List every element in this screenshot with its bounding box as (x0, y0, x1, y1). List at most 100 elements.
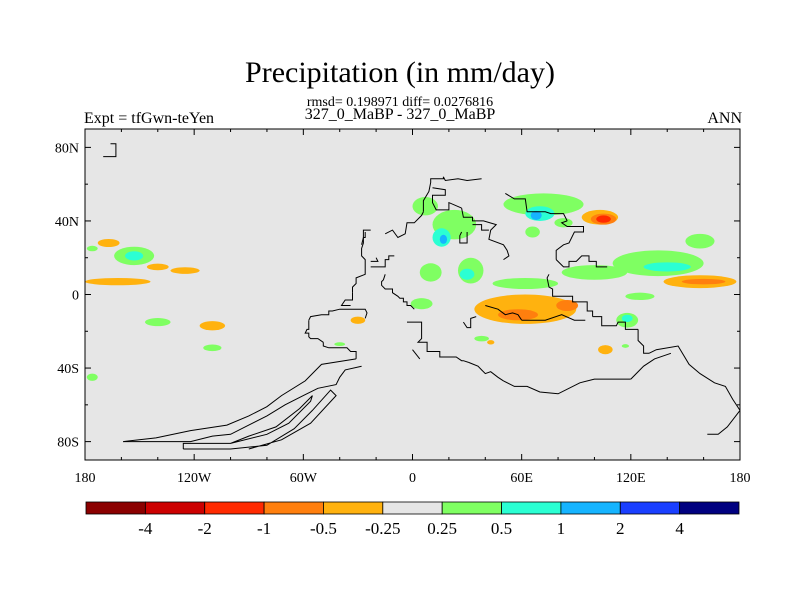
anomaly-region (621, 314, 633, 323)
coastline-segment (592, 316, 639, 330)
coastline-segment (123, 358, 357, 443)
anomaly-region (685, 233, 715, 249)
anomaly-region (334, 342, 346, 346)
anomaly-region (410, 298, 433, 310)
y-tick-label: 80S (57, 436, 79, 451)
colorbar-swatch (263, 501, 324, 515)
anomaly-region (598, 345, 613, 355)
anomaly-region (125, 251, 144, 261)
coastline-segment (459, 231, 468, 244)
coastline-segment (370, 257, 379, 262)
x-tick-label: 60E (510, 471, 533, 486)
coastline-segment (407, 321, 470, 363)
colorbar-label: -1 (257, 519, 271, 538)
coastline-segment (352, 229, 371, 293)
coastlines (103, 143, 740, 450)
x-tick-label: 60W (290, 471, 318, 486)
anomaly-region (419, 263, 442, 282)
anomaly-region (199, 321, 226, 331)
coastline-segment (103, 143, 117, 158)
coastline-segment (462, 316, 477, 329)
anomaly-region (525, 226, 540, 238)
coastline-segment (340, 292, 353, 306)
y-tick-label: 80N (55, 141, 79, 156)
chart-title: Precipitation (in mm/day) (245, 56, 555, 89)
y-tick-label: 0 (72, 289, 79, 304)
colorbar-label: -2 (198, 519, 212, 538)
coastline-segment (422, 176, 482, 212)
chart-subtitle: 327_0_MaBP - 327_0_MaBP (304, 106, 496, 123)
anomaly-region (86, 373, 98, 381)
anomaly-region (170, 267, 200, 274)
colorbar-label: 4 (675, 519, 684, 538)
anomaly-region (492, 277, 559, 289)
anomaly-region (145, 318, 171, 327)
coastline-segment (472, 224, 489, 231)
colorbar-swatch (619, 501, 681, 515)
colorbar-swatch (679, 501, 740, 515)
anomaly-region (561, 265, 628, 280)
coastline-segment (384, 211, 424, 239)
colorbar-swatch (441, 501, 502, 515)
anomaly-region (530, 210, 542, 221)
anomaly-region (596, 215, 611, 223)
colorbar-swatch (382, 501, 443, 515)
experiment-label: Expt = tfGwn-teYen (84, 110, 215, 127)
coastline-segment (361, 232, 366, 245)
colorbar-label: 0.5 (491, 519, 512, 538)
anomaly-region (86, 245, 98, 252)
colorbar-label: 0.25 (427, 519, 457, 538)
season-label: ANN (707, 110, 742, 127)
anomaly-region (621, 344, 630, 348)
colorbar-swatch (560, 501, 621, 515)
coastline-segment (412, 349, 421, 360)
coastline-segment (546, 274, 594, 317)
axis-ticks: 180 120W 60W 0 60E 120E 180 80N 40N 0 40S 80S (55, 129, 751, 486)
colorbar-label: 2 (616, 519, 625, 538)
coastline-segment (505, 192, 568, 222)
coastline-segment (370, 255, 395, 268)
anomaly-region (474, 335, 489, 342)
anomaly-region (556, 300, 579, 312)
stats-line: rmsd= 0.198971 diff= 0.0276816 (306, 95, 494, 110)
anomaly-region (681, 278, 726, 285)
coastline-segment (381, 274, 415, 310)
x-tick-label: 180 (75, 471, 96, 486)
anomaly-region (554, 218, 573, 228)
coastline-segment (630, 352, 672, 380)
anomaly-region (487, 340, 495, 345)
anomaly-region (85, 277, 151, 286)
anomaly-region (459, 268, 475, 280)
coastline-segment (468, 362, 504, 382)
coastline-segment (123, 365, 362, 443)
coastline-segment (555, 255, 608, 268)
coastline-segment (304, 320, 324, 343)
coastline-segment (182, 395, 313, 449)
y-tick-label: 40S (57, 362, 79, 377)
colorbar: -4 -2 -1 -0.5 -0.25 0.25 0.5 1 2 4 (85, 501, 740, 538)
anomaly-region (625, 292, 655, 301)
coastline-segment (461, 208, 510, 261)
colorbar-label: -4 (138, 519, 153, 538)
anomaly-region (439, 234, 448, 244)
coastline-segment (555, 220, 584, 260)
anomaly-region (643, 262, 691, 272)
x-tick-label: 120E (616, 471, 646, 486)
coastline-segment (648, 345, 740, 411)
coastline-segment (322, 342, 357, 359)
colorbar-swatch (204, 501, 265, 515)
anomaly-region (350, 316, 366, 324)
coastline-segment (183, 389, 337, 450)
anomaly-region (203, 344, 222, 352)
y-tick-label: 40N (55, 215, 79, 230)
colorbar-label: -0.25 (365, 519, 400, 538)
colorbar-swatch (85, 501, 146, 515)
anomaly-region (412, 197, 438, 216)
coastline-segment (637, 329, 649, 354)
colorbar-swatch (323, 501, 384, 515)
anomaly-region (97, 238, 120, 248)
anomaly-region (146, 263, 169, 271)
coastline-segment (503, 378, 631, 395)
colorbar-label: 1 (557, 519, 566, 538)
